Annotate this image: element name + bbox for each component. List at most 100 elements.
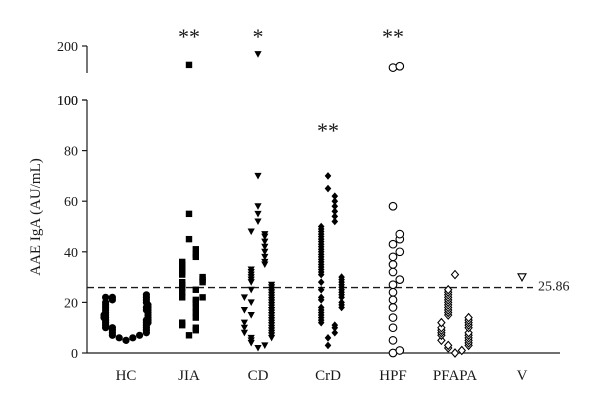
point-cd (247, 228, 255, 236)
significance-stars: ** (178, 24, 200, 49)
point-jia (185, 61, 193, 69)
point-hpf (388, 201, 398, 211)
point-jia (179, 294, 186, 301)
series-pfapa (437, 269, 473, 358)
point-pfapa (457, 345, 467, 356)
point-jia (192, 324, 199, 331)
x-tick-label: CrD (315, 368, 341, 384)
point-crd (324, 341, 332, 350)
point-crd (317, 293, 325, 302)
point-hpf (388, 303, 398, 312)
point-hpf (388, 313, 398, 322)
y-tick-label: 80 (64, 145, 78, 160)
point-hpf (388, 239, 398, 249)
point-hpf (388, 287, 398, 297)
point-jia (185, 235, 193, 243)
point-hpf (395, 61, 405, 71)
point-crd (338, 298, 345, 307)
point-hpf (395, 346, 405, 355)
y-tick-label: 60 (64, 195, 78, 210)
point-pfapa (443, 284, 453, 295)
x-tick-label: HPF (379, 368, 407, 384)
point-cd (261, 248, 269, 256)
y-axis-label: AAE IgA (AU/mL) (28, 158, 44, 275)
point-pfapa (437, 335, 446, 346)
point-jia (192, 309, 199, 316)
point-crd (324, 334, 332, 342)
point-hc (102, 298, 110, 306)
point-cd (240, 324, 248, 332)
x-tick-label: JIA (178, 368, 200, 384)
point-hc (108, 324, 116, 332)
reference-line-group: 25.86 (87, 280, 570, 295)
point-v (517, 273, 527, 283)
point-hc (102, 293, 110, 301)
x-tick-label: CD (248, 368, 269, 384)
point-cd (240, 306, 248, 314)
y-tick-label-upper: 200 (57, 40, 78, 55)
point-cd (240, 319, 248, 327)
y-tick-label: 20 (64, 296, 78, 311)
point-cd (240, 329, 248, 337)
point-cd (247, 334, 255, 342)
point-jia (179, 319, 186, 326)
point-cd (247, 266, 255, 274)
point-cd (254, 344, 262, 352)
significance-stars: ** (317, 118, 339, 143)
point-cd (261, 231, 269, 238)
point-hpf (388, 336, 398, 345)
point-crd (331, 212, 339, 221)
data-points (100, 51, 527, 358)
point-pfapa (464, 312, 473, 323)
reference-line-label: 25.86 (538, 280, 570, 295)
point-crd (331, 197, 339, 205)
point-cd (254, 203, 262, 210)
series-cd (240, 51, 276, 352)
point-cd (240, 294, 248, 301)
point-crd (317, 278, 325, 286)
point-cd (261, 258, 269, 266)
point-jia (179, 278, 186, 286)
point-crd (331, 202, 339, 211)
point-hpf (395, 229, 405, 239)
point-cd (247, 286, 255, 294)
point-jia (199, 273, 206, 281)
y-tick-label: 40 (64, 246, 78, 261)
point-jia (179, 289, 186, 296)
point-cd (247, 299, 255, 306)
series-v (517, 273, 527, 283)
point-cd (254, 172, 262, 180)
point-hc (129, 334, 137, 342)
point-crd (331, 207, 339, 216)
y-tick-label: 0 (71, 347, 78, 362)
point-hpf (388, 260, 398, 269)
point-crd (317, 303, 325, 312)
point-crd (331, 328, 339, 337)
significance-stars: ** (382, 24, 404, 49)
point-jia (192, 304, 199, 311)
series-crd (317, 172, 345, 350)
point-hpf (388, 280, 398, 290)
point-hpf (388, 252, 398, 262)
point-jia (185, 332, 193, 339)
point-jia (179, 258, 186, 266)
point-cd (268, 281, 276, 289)
x-tick-label: PFAPA (433, 368, 477, 384)
point-hc (115, 334, 123, 342)
point-crd (324, 184, 332, 193)
point-cd (261, 342, 269, 350)
x-tick-label: V (517, 368, 528, 384)
point-cd (247, 312, 255, 319)
point-cd (261, 253, 269, 261)
point-jia (192, 296, 199, 304)
point-crd (331, 321, 339, 329)
point-hpf (388, 323, 398, 333)
y-tick-label: 100 (57, 94, 78, 109)
point-hpf (388, 295, 398, 305)
point-hpf (388, 267, 398, 277)
point-hpf (395, 247, 405, 257)
point-hc (122, 336, 130, 344)
significance-stars: * (253, 24, 264, 49)
